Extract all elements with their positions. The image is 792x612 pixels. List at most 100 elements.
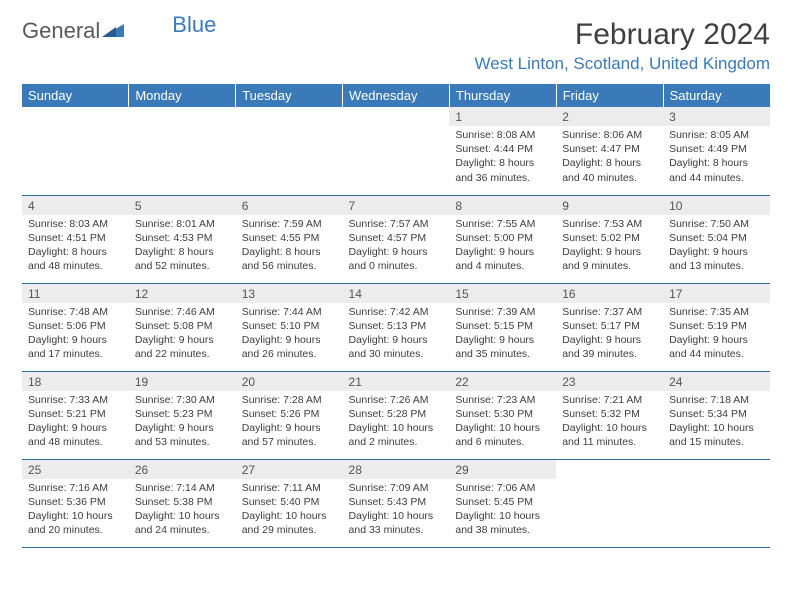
day-details: Sunrise: 7:39 AMSunset: 5:15 PMDaylight:…: [449, 303, 556, 366]
calendar-day-cell: [129, 107, 236, 195]
day-detail-line: Daylight: 9 hours: [242, 333, 337, 347]
day-number: 25: [22, 460, 129, 479]
day-detail-line: Sunset: 5:02 PM: [562, 231, 657, 245]
day-detail-line: and 52 minutes.: [135, 259, 230, 273]
calendar-day-cell: [343, 107, 450, 195]
day-detail-line: and 24 minutes.: [135, 523, 230, 537]
day-detail-line: Daylight: 9 hours: [349, 245, 444, 259]
location-subtitle: West Linton, Scotland, United Kingdom: [475, 54, 770, 74]
day-detail-line: Daylight: 8 hours: [562, 156, 657, 170]
calendar-week-row: 4 Sunrise: 8:03 AMSunset: 4:51 PM Daylight…: [22, 195, 770, 283]
calendar-day-cell: 15Sunrise: 7:39 AMSunset: 5:15 PMDayligh…: [449, 283, 556, 371]
brand-name-part1: General: [22, 18, 100, 44]
calendar-day-cell: 27Sunrise: 7:11 AMSunset: 5:40 PMDayligh…: [236, 459, 343, 547]
day-detail-line: Sunrise: 7:11 AM: [242, 481, 337, 495]
day-number: 19: [129, 372, 236, 391]
day-number: 8: [449, 196, 556, 215]
day-detail-line: Sunset: 5:26 PM: [242, 407, 337, 421]
day-detail-line: Sunset: 5:15 PM: [455, 319, 550, 333]
day-detail-line: Sunset: 4:51 PM: [28, 231, 123, 245]
day-details: Sunrise: 8:05 AMSunset: 4:49 PMDaylight:…: [663, 126, 770, 189]
day-details: Sunrise: 7:57 AMSunset: 4:57 PMDaylight:…: [343, 215, 450, 278]
day-detail-line: Daylight: 10 hours: [349, 421, 444, 435]
calendar-day-cell: 5Sunrise: 8:01 AMSunset: 4:53 PMDaylight…: [129, 195, 236, 283]
day-detail-line: and 17 minutes.: [28, 347, 123, 361]
day-details: Sunrise: 7:33 AMSunset: 5:21 PMDaylight:…: [22, 391, 129, 454]
calendar-day-cell: 26Sunrise: 7:14 AMSunset: 5:38 PMDayligh…: [129, 459, 236, 547]
calendar-day-cell: 16Sunrise: 7:37 AMSunset: 5:17 PMDayligh…: [556, 283, 663, 371]
day-detail-line: Sunset: 5:10 PM: [242, 319, 337, 333]
day-detail-line: Sunrise: 7:18 AM: [669, 393, 764, 407]
day-detail-line: Sunrise: 7:16 AM: [28, 481, 123, 495]
weekday-header: Monday: [129, 84, 236, 107]
day-number: 22: [449, 372, 556, 391]
weekday-header-row: Sunday Monday Tuesday Wednesday Thursday…: [22, 84, 770, 107]
day-detail-line: Daylight: 9 hours: [28, 333, 123, 347]
calendar-week-row: 18Sunrise: 7:33 AMSunset: 5:21 PMDayligh…: [22, 371, 770, 459]
day-detail-line: Sunrise: 7:33 AM: [28, 393, 123, 407]
day-detail-line: Sunrise: 7:26 AM: [349, 393, 444, 407]
day-details: Sunrise: 7:14 AMSunset: 5:38 PMDaylight:…: [129, 479, 236, 542]
day-detail-line: Daylight: 8 hours: [242, 245, 337, 259]
day-detail-line: Sunrise: 7:21 AM: [562, 393, 657, 407]
day-number: 5: [129, 196, 236, 215]
day-detail-line: Sunrise: 8:03 AM: [28, 217, 123, 231]
day-detail-line: Daylight: 10 hours: [669, 421, 764, 435]
day-details: Sunrise: 7:16 AMSunset: 5:36 PMDaylight:…: [22, 479, 129, 542]
calendar-day-cell: 21Sunrise: 7:26 AMSunset: 5:28 PMDayligh…: [343, 371, 450, 459]
calendar-day-cell: 20Sunrise: 7:28 AMSunset: 5:26 PMDayligh…: [236, 371, 343, 459]
day-detail-line: and 13 minutes.: [669, 259, 764, 273]
day-detail-line: Sunrise: 8:05 AM: [669, 128, 764, 142]
day-detail-line: and 35 minutes.: [455, 347, 550, 361]
calendar-day-cell: [236, 107, 343, 195]
day-detail-line: Sunset: 4:57 PM: [349, 231, 444, 245]
day-detail-line: Sunrise: 7:50 AM: [669, 217, 764, 231]
day-number: 6: [236, 196, 343, 215]
calendar-day-cell: 2Sunrise: 8:06 AMSunset: 4:47 PMDaylight…: [556, 107, 663, 195]
day-details: Sunrise: 7:42 AMSunset: 5:13 PMDaylight:…: [343, 303, 450, 366]
day-detail-line: Sunset: 5:19 PM: [669, 319, 764, 333]
day-detail-line: and 6 minutes.: [455, 435, 550, 449]
day-details: Sunrise: 7:44 AMSunset: 5:10 PMDaylight:…: [236, 303, 343, 366]
day-detail-line: and 48 minutes.: [28, 259, 123, 273]
day-detail-line: Daylight: 9 hours: [28, 421, 123, 435]
day-detail-line: Daylight: 8 hours: [669, 156, 764, 170]
day-details: Sunrise: 7:23 AMSunset: 5:30 PMDaylight:…: [449, 391, 556, 454]
day-details: Sunrise: 7:46 AMSunset: 5:08 PMDaylight:…: [129, 303, 236, 366]
day-number: 17: [663, 284, 770, 303]
day-detail-line: Sunrise: 8:06 AM: [562, 128, 657, 142]
day-detail-line: Sunset: 5:43 PM: [349, 495, 444, 509]
day-details: Sunrise: 7:18 AMSunset: 5:34 PMDaylight:…: [663, 391, 770, 454]
day-detail-line: Sunset: 4:55 PM: [242, 231, 337, 245]
day-detail-line: Daylight: 10 hours: [135, 509, 230, 523]
day-detail-line: and 9 minutes.: [562, 259, 657, 273]
title-block: February 2024 West Linton, Scotland, Uni…: [475, 18, 770, 74]
calendar-day-cell: 9Sunrise: 7:53 AMSunset: 5:02 PMDaylight…: [556, 195, 663, 283]
calendar-day-cell: 28Sunrise: 7:09 AMSunset: 5:43 PMDayligh…: [343, 459, 450, 547]
day-detail-line: Sunset: 4:53 PM: [135, 231, 230, 245]
day-detail-line: Sunset: 5:40 PM: [242, 495, 337, 509]
calendar-day-cell: 29Sunrise: 7:06 AMSunset: 5:45 PMDayligh…: [449, 459, 556, 547]
day-detail-line: and 57 minutes.: [242, 435, 337, 449]
calendar-week-row: 1Sunrise: 8:08 AMSunset: 4:44 PMDaylight…: [22, 107, 770, 195]
day-details: Sunrise: 7:55 AMSunset: 5:00 PMDaylight:…: [449, 215, 556, 278]
day-detail-line: Daylight: 10 hours: [242, 509, 337, 523]
weekday-header: Thursday: [449, 84, 556, 107]
day-number: 4: [22, 196, 129, 215]
day-number: 23: [556, 372, 663, 391]
day-detail-line: Daylight: 9 hours: [562, 245, 657, 259]
weekday-header: Friday: [556, 84, 663, 107]
calendar-day-cell: 7Sunrise: 7:57 AMSunset: 4:57 PMDaylight…: [343, 195, 450, 283]
day-number: 15: [449, 284, 556, 303]
day-detail-line: and 40 minutes.: [562, 171, 657, 185]
day-detail-line: and 44 minutes.: [669, 347, 764, 361]
day-detail-line: Sunset: 4:49 PM: [669, 142, 764, 156]
day-detail-line: and 26 minutes.: [242, 347, 337, 361]
calendar-day-cell: 8Sunrise: 7:55 AMSunset: 5:00 PMDaylight…: [449, 195, 556, 283]
day-detail-line: Daylight: 8 hours: [135, 245, 230, 259]
day-detail-line: Sunset: 5:28 PM: [349, 407, 444, 421]
day-detail-line: and 15 minutes.: [669, 435, 764, 449]
calendar-day-cell: 1Sunrise: 8:08 AMSunset: 4:44 PMDaylight…: [449, 107, 556, 195]
day-details: Sunrise: 7:28 AMSunset: 5:26 PMDaylight:…: [236, 391, 343, 454]
day-detail-line: and 29 minutes.: [242, 523, 337, 537]
